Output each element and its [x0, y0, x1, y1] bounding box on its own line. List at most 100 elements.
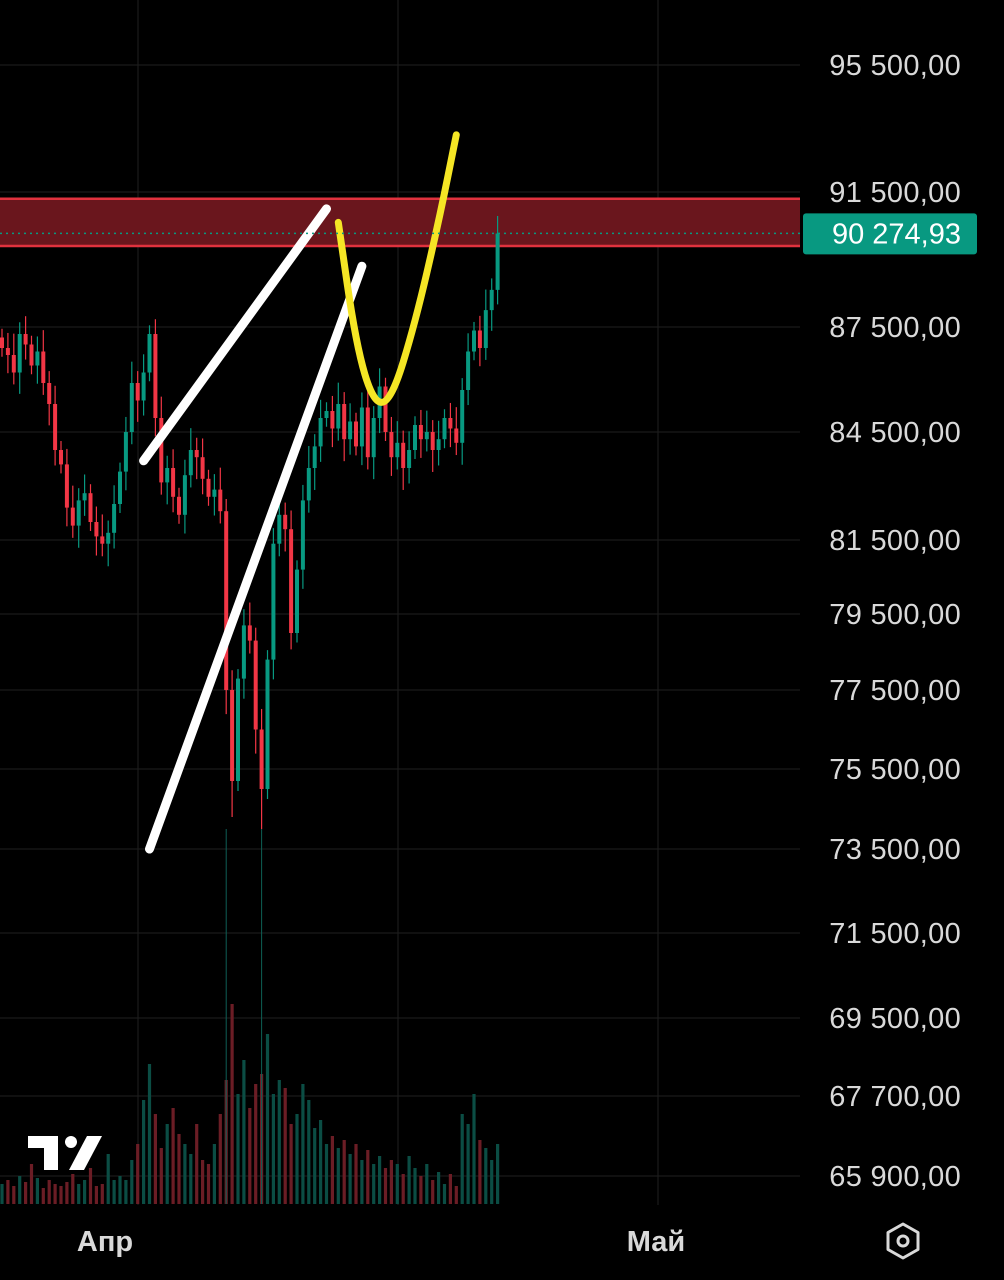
candle-body — [407, 450, 412, 468]
candle-body — [436, 439, 441, 450]
volume-bar — [360, 1160, 364, 1204]
volume-bar — [59, 1186, 63, 1204]
volume-bar — [271, 1094, 275, 1204]
volume-bar — [401, 1174, 405, 1204]
volume-bar — [395, 1164, 399, 1204]
candle-body — [395, 442, 400, 458]
volume-bar — [206, 1164, 211, 1204]
y-tick-label: 65 900,00 — [829, 1161, 961, 1193]
logo-part-dot — [65, 1136, 77, 1148]
volume-bar — [324, 1144, 329, 1204]
candle-body — [159, 418, 164, 483]
candle-body — [129, 383, 134, 432]
volume-bar — [307, 1100, 311, 1204]
volume-bar — [295, 1114, 299, 1204]
volume-bar — [342, 1140, 346, 1204]
candle-body — [206, 478, 211, 497]
candle-body — [348, 421, 353, 440]
candle-body — [359, 407, 364, 447]
volume-bar — [71, 1174, 75, 1204]
candle-body — [106, 532, 111, 544]
volume-bar — [136, 1144, 140, 1204]
candle-body — [448, 418, 453, 429]
volume-bar — [201, 1160, 205, 1204]
volume-bar — [118, 1176, 122, 1204]
candle-body — [17, 334, 22, 373]
volume-bar — [348, 1154, 352, 1204]
y-tick-label: 67 700,00 — [829, 1081, 961, 1113]
candle-body — [289, 529, 294, 633]
grid-layer — [0, 0, 800, 1205]
resistance-zone[interactable] — [0, 198, 800, 246]
hexagon-outline — [886, 1222, 920, 1260]
candle-body — [141, 372, 146, 401]
volume-bar — [319, 1120, 323, 1204]
y-tick-label: 95 500,00 — [829, 50, 961, 82]
x-tick-label: Апр — [77, 1226, 133, 1258]
candle-body — [283, 514, 288, 530]
candle-body — [64, 464, 69, 508]
candle-body — [94, 522, 99, 537]
volume-bar — [236, 1094, 240, 1204]
projection-curve[interactable] — [334, 131, 460, 406]
candle-body — [135, 383, 140, 401]
candle-body — [118, 471, 122, 504]
volume-bar — [165, 1124, 169, 1204]
candle-body — [371, 418, 376, 458]
volume-bar — [218, 1114, 222, 1204]
resistance-zone-layer — [0, 197, 800, 248]
candle-body — [82, 493, 87, 501]
settings-hexagon-icon[interactable] — [886, 1222, 920, 1260]
volume-bar — [83, 1180, 87, 1204]
volume-bar — [460, 1114, 464, 1204]
volume-bar — [212, 1144, 216, 1204]
candle-body — [171, 468, 176, 497]
current-price-tag[interactable] — [803, 213, 977, 255]
volume-bar — [29, 1164, 34, 1204]
candle-body — [182, 475, 187, 515]
candle-body — [0, 337, 4, 348]
candle-body — [342, 404, 347, 440]
candle-body — [418, 425, 423, 440]
volume-bar — [189, 1154, 193, 1204]
volume-bar — [254, 1084, 258, 1204]
candle-body — [224, 511, 229, 690]
volume-bar — [77, 1184, 81, 1204]
candle-body — [495, 233, 500, 290]
candle-body — [424, 432, 429, 440]
candle-body — [11, 355, 16, 373]
candle-body — [365, 407, 370, 458]
trend-line[interactable] — [139, 204, 331, 466]
volume-bar — [448, 1174, 452, 1204]
volume-bar — [124, 1180, 128, 1204]
candle-body — [147, 334, 152, 373]
y-tick-label: 69 500,00 — [829, 1003, 961, 1035]
volume-bar — [24, 1182, 28, 1204]
x-tick-label: Май — [627, 1226, 685, 1258]
candle-body — [230, 690, 235, 781]
candle-body — [300, 500, 305, 570]
candle-body — [477, 330, 482, 348]
tradingview-logo-icon[interactable] — [28, 1136, 102, 1170]
candle-body — [312, 446, 317, 468]
y-axis[interactable]: 95 500,00 91 500,00 87 500,00 84 500,00 81 5… — [829, 50, 961, 1193]
volume-bar — [466, 1124, 470, 1204]
candle-body — [277, 514, 282, 544]
candle-body — [5, 348, 10, 355]
volume-bar — [0, 1184, 4, 1204]
trend-line[interactable] — [145, 261, 367, 854]
volume-bar — [248, 1108, 252, 1204]
hexagon-center — [896, 1234, 910, 1248]
volume-bar — [6, 1180, 10, 1204]
candle-body — [23, 334, 28, 345]
candle-body — [47, 383, 52, 404]
volume-bar — [159, 1148, 163, 1204]
candle-body — [165, 468, 170, 483]
x-axis[interactable]: Апр Май — [77, 1226, 685, 1258]
volume-bar — [41, 1188, 45, 1204]
volume-bar — [366, 1150, 370, 1204]
y-tick-label: 71 500,00 — [829, 918, 961, 950]
volume-bar — [65, 1182, 69, 1204]
